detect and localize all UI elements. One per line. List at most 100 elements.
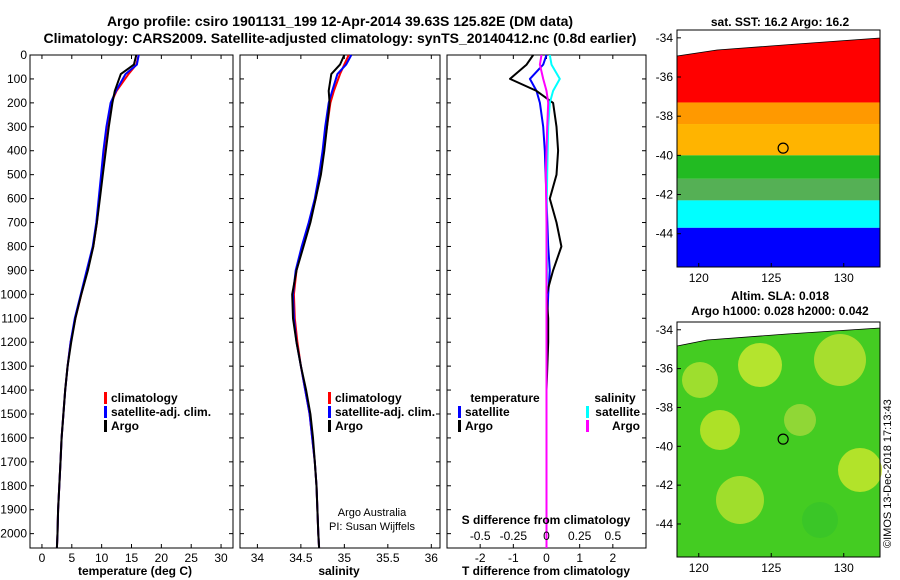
sst-band xyxy=(677,178,880,201)
sla-anomaly-patch xyxy=(716,476,764,524)
imos-credit: ©IMOS 13-Dec-2018 17:13:43 xyxy=(882,399,894,548)
salinity-xtick-label: 35.5 xyxy=(376,551,400,565)
diff-legend-left-label: Argo xyxy=(465,419,493,433)
sla-anomaly-patch xyxy=(700,410,740,450)
salinity-diff-tick-label: 0.5 xyxy=(604,529,621,543)
diff-legend-left-label: satellite xyxy=(465,405,510,419)
sst_map-xtick-label: 120 xyxy=(689,271,709,285)
temperature-series-argo xyxy=(55,54,138,549)
diff-legend-right-label: Argo xyxy=(612,419,640,433)
sst-map-title: sat. SST: 16.2 Argo: 16.2 xyxy=(711,15,850,29)
depth-tick-label: 1000 xyxy=(0,287,27,301)
sst_map-ytick-label: -34 xyxy=(656,31,674,45)
sst-band xyxy=(677,200,880,228)
sal-legend-label: climatology xyxy=(335,391,402,405)
difference-xlabel: T difference from climatology xyxy=(462,564,630,578)
depth-tick-label: 1900 xyxy=(0,503,27,517)
temperature-xtick-label: 5 xyxy=(68,551,75,565)
sst_map-ytick-label: -40 xyxy=(656,148,674,162)
sla-anomaly-patch xyxy=(838,448,882,492)
depth-tick-label: 700 xyxy=(7,216,27,230)
difference-xtick-label: 1 xyxy=(576,551,583,565)
sla_map-ytick-label: -40 xyxy=(656,439,674,453)
temperature-xlabel: temperature (deg C) xyxy=(78,564,192,578)
sla_map-ytick-label: -38 xyxy=(656,400,674,414)
sst_map-ytick-label: -38 xyxy=(656,109,674,123)
depth-tick-label: 500 xyxy=(7,168,27,182)
salinity-diff-tick-label: -0.25 xyxy=(500,529,528,543)
depth-tick-label: 1800 xyxy=(0,479,27,493)
depth-tick-label: 1400 xyxy=(0,383,27,397)
sla_map-ytick-label: -36 xyxy=(656,362,674,376)
diff-legend-right-label: satellite xyxy=(595,405,640,419)
depth-tick-label: 1300 xyxy=(0,359,27,373)
temp-legend-swatch xyxy=(104,406,107,418)
depth-tick-label: 2000 xyxy=(0,527,27,541)
sla_map-ytick-label: -44 xyxy=(656,517,674,531)
depth-tick-label: 100 xyxy=(7,72,27,86)
depth-tick-label: 1100 xyxy=(1,311,27,325)
depth-tick-label: 1700 xyxy=(0,455,27,469)
salinity-xtick-label: 34.5 xyxy=(289,551,313,565)
sla_map-ytick-label: -34 xyxy=(656,323,674,337)
temperature-xtick-label: 10 xyxy=(95,551,109,565)
sla-map-subtitle: Argo h1000: 0.028 h2000: 0.042 xyxy=(691,304,869,318)
sla-anomaly-patch xyxy=(738,343,782,387)
sst_map-ytick-label: -36 xyxy=(656,70,674,84)
salinity-xtick-label: 36 xyxy=(425,551,439,565)
depth-tick-label: 200 xyxy=(7,96,27,110)
difference-panel: -2 -1 0 1 2 -0.5 -0.25 0 0.25 0.5 temperature salin… xyxy=(446,54,647,565)
salinity-diff-tick-label: 0 xyxy=(543,529,550,543)
credit-line1: Argo Australia xyxy=(338,507,407,519)
salinity-diff-tick-label: -0.5 xyxy=(470,529,491,543)
salinity-diff-tick-label: 0.25 xyxy=(568,529,592,543)
diff-legend-right-swatch xyxy=(586,420,589,432)
difference-xtick-label: 2 xyxy=(609,551,616,565)
depth-tick-label: 300 xyxy=(7,120,27,134)
figure-title-line1: Argo profile: csiro 1901131_199 12-Apr-2… xyxy=(107,13,573,29)
sst_map-xtick-label: 125 xyxy=(761,271,781,285)
temperature-panel: 0100200300400500600700800900100011001200… xyxy=(0,48,234,565)
diff-legend-right-swatch xyxy=(586,406,589,418)
temp-legend-label: climatology xyxy=(111,391,178,405)
sla_map-frame xyxy=(676,321,881,558)
salinity-series-argo xyxy=(291,54,346,549)
profile-location-marker xyxy=(777,142,789,154)
salinity-series-satellite-adj-clim- xyxy=(292,54,353,549)
sal-legend-swatch xyxy=(328,406,331,418)
temperature-series-satellite-adj-clim- xyxy=(55,54,140,549)
sla-anomaly-patch xyxy=(802,502,838,538)
temperature-xtick-label: 25 xyxy=(185,551,199,565)
sla-anomaly-patch xyxy=(814,334,866,386)
difference-xtick-label: 0 xyxy=(543,551,550,565)
sla_map-xtick-label: 120 xyxy=(689,561,709,575)
diff-legend-left-swatch xyxy=(458,406,461,418)
sst_map-ytick-label: -44 xyxy=(656,227,674,241)
depth-tick-label: 600 xyxy=(7,192,27,206)
sla_map-ytick-label: -42 xyxy=(656,478,674,492)
sla_map-xtick-label: 130 xyxy=(834,561,854,575)
sal-legend-swatch xyxy=(328,420,331,432)
sla_map-xtick-label: 125 xyxy=(761,561,781,575)
sla-anomaly-patch xyxy=(784,404,816,436)
difference-series-argo xyxy=(538,54,550,548)
temp-legend-label: satellite-adj. clim. xyxy=(111,405,211,419)
sla-anomaly-patch xyxy=(682,362,718,398)
temperature-xtick-label: 30 xyxy=(214,551,228,565)
salinity-series-climatology xyxy=(292,54,350,549)
credit-line2: PI: Susan Wijffels xyxy=(329,521,415,533)
sst-band xyxy=(677,155,880,179)
temp-legend-label: Argo xyxy=(111,419,139,433)
salinity-xtick-label: 34 xyxy=(251,551,265,565)
sst_map-ytick-label: -42 xyxy=(656,188,674,202)
temperature-xtick-label: 20 xyxy=(155,551,169,565)
depth-tick-label: 1200 xyxy=(0,335,27,349)
difference-series-argo xyxy=(509,54,563,548)
sst-band xyxy=(677,102,880,125)
sal-legend-swatch xyxy=(328,392,331,404)
temperature-series-climatology xyxy=(55,54,140,549)
sal-legend-label: Argo xyxy=(335,419,363,433)
depth-tick-label: 0 xyxy=(20,48,27,62)
salinity-xlabel: salinity xyxy=(318,564,360,578)
salinity-frame xyxy=(239,54,441,549)
